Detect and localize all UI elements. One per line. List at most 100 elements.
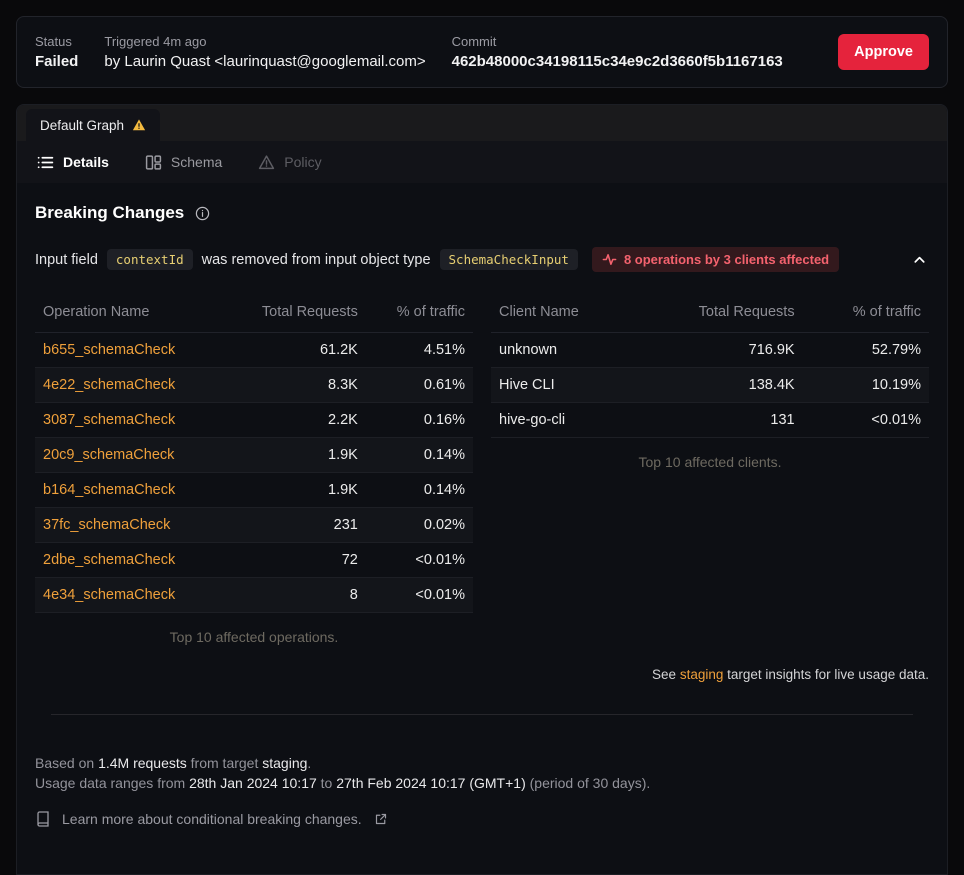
traffic-cell: <0.01% bbox=[365, 542, 473, 578]
commit-column: Commit 462b48000c34198115c34e9c2d3660f5b… bbox=[452, 34, 783, 70]
operation-link[interactable]: 4e22_schemaCheck bbox=[43, 377, 176, 393]
traffic-cell: 52.79% bbox=[802, 332, 929, 368]
requests-cell: 1.9K bbox=[223, 472, 366, 508]
tab-details[interactable]: Details bbox=[37, 154, 109, 171]
status-column: Status Failed bbox=[35, 34, 78, 70]
table-row: b655_schemaCheck 61.2K 4.51% bbox=[35, 332, 473, 368]
graph-tab-strip: Default Graph bbox=[17, 105, 947, 141]
traffic-cell: 0.61% bbox=[365, 367, 473, 403]
operation-link[interactable]: 2dbe_schemaCheck bbox=[43, 552, 176, 568]
page-title: Breaking Changes bbox=[35, 203, 185, 222]
table-row: Hive CLI 138.4K 10.19% bbox=[491, 367, 929, 403]
requests-cell: 72 bbox=[223, 542, 366, 578]
table-row: b164_schemaCheck 1.9K 0.14% bbox=[35, 472, 473, 508]
learn-more-label: Learn more about conditional breaking ch… bbox=[62, 811, 362, 827]
insights-suffix: target insights for live usage data. bbox=[723, 667, 929, 682]
based-on-line: Based on 1.4M requests from target stagi… bbox=[35, 753, 929, 773]
range-period: (period of 30 days). bbox=[525, 775, 651, 791]
operations-table-section: Operation Name Total Requests % of traff… bbox=[35, 298, 473, 645]
usage-range-line: Usage data ranges from 28th Jan 2024 10:… bbox=[35, 773, 929, 793]
info-icon[interactable] bbox=[195, 206, 210, 221]
col-operation-name: Operation Name bbox=[35, 298, 224, 333]
col-total-requests: Total Requests bbox=[634, 298, 803, 333]
change-text-prefix: Input field bbox=[35, 251, 98, 268]
client-name-cell: unknown bbox=[491, 332, 635, 368]
requests-cell: 8 bbox=[223, 577, 366, 613]
requests-cell: 138.4K bbox=[634, 367, 803, 403]
traffic-cell: 4.51% bbox=[365, 332, 473, 368]
status-value: Failed bbox=[35, 53, 79, 70]
affected-badge-label: 8 operations by 3 clients affected bbox=[623, 252, 830, 267]
divider bbox=[51, 714, 913, 715]
table-row: unknown 716.9K 52.79% bbox=[491, 332, 929, 368]
requests-cell: 231 bbox=[223, 507, 366, 543]
policy-warning-icon bbox=[258, 154, 275, 171]
range-prefix: Usage data ranges from bbox=[35, 775, 190, 791]
warning-icon bbox=[132, 118, 146, 132]
traffic-cell: 10.19% bbox=[802, 367, 929, 403]
tab-schema-label: Schema bbox=[170, 154, 223, 170]
traffic-cell: 0.02% bbox=[365, 507, 473, 543]
range-end-date: 27th Feb 2024 10:17 (GMT+1) bbox=[336, 775, 526, 791]
table-header-row: Operation Name Total Requests % of traff… bbox=[35, 298, 473, 333]
list-icon bbox=[37, 154, 54, 171]
traffic-cell: 0.16% bbox=[365, 402, 473, 438]
details-body: Breaking Changes Input field contextId w… bbox=[17, 183, 947, 851]
table-row: 3087_schemaCheck 2.2K 0.16% bbox=[35, 402, 473, 438]
table-header-row: Client Name Total Requests % of traffic bbox=[491, 298, 929, 333]
schema-panels-icon bbox=[145, 154, 162, 171]
operation-link[interactable]: b164_schemaCheck bbox=[43, 482, 176, 498]
clients-table-section: Client Name Total Requests % of traffic … bbox=[491, 298, 929, 645]
external-link-icon bbox=[375, 813, 387, 825]
target-name: staging bbox=[262, 755, 308, 771]
requests-cell: 2.2K bbox=[223, 402, 366, 438]
table-row: 4e22_schemaCheck 8.3K 0.61% bbox=[35, 367, 473, 403]
check-view-toolbar: Details Schema bbox=[17, 141, 947, 183]
tab-schema[interactable]: Schema bbox=[145, 154, 222, 171]
table-row: 2dbe_schemaCheck 72 <0.01% bbox=[35, 542, 473, 578]
table-row: hive-go-cli 131 <0.01% bbox=[491, 402, 929, 438]
change-text-middle: was removed from input object type bbox=[201, 251, 431, 268]
tab-default-graph[interactable]: Default Graph bbox=[26, 109, 161, 141]
graph-tab-label: Default Graph bbox=[40, 117, 125, 133]
affected-operations-badge: 8 operations by 3 clients affected bbox=[591, 247, 840, 272]
triggered-label: Triggered 4m ago bbox=[104, 34, 207, 49]
staging-target-link[interactable]: staging bbox=[679, 667, 724, 682]
operation-link[interactable]: 4e34_schemaCheck bbox=[43, 587, 176, 603]
operation-link[interactable]: b655_schemaCheck bbox=[43, 342, 176, 358]
requests-cell: 716.9K bbox=[634, 332, 803, 368]
insights-note: See staging target insights for live usa… bbox=[35, 667, 929, 682]
breaking-change-item: Input field contextId was removed from i… bbox=[35, 247, 929, 272]
tab-details-label: Details bbox=[63, 154, 109, 170]
book-icon bbox=[35, 811, 51, 827]
range-start-date: 28th Jan 2024 10:17 bbox=[189, 775, 317, 791]
traffic-cell: <0.01% bbox=[365, 577, 473, 613]
operation-link[interactable]: 20c9_schemaCheck bbox=[43, 447, 175, 463]
col-client-name: Client Name bbox=[491, 298, 635, 333]
collapse-chevron-icon[interactable] bbox=[910, 250, 929, 269]
clients-table-note: Top 10 affected clients. bbox=[638, 454, 782, 470]
status-label: Status bbox=[35, 34, 72, 49]
operation-link[interactable]: 37fc_schemaCheck bbox=[43, 517, 171, 533]
tab-policy-label: Policy bbox=[284, 154, 322, 170]
activity-pulse-icon bbox=[602, 252, 617, 267]
col-traffic: % of traffic bbox=[802, 298, 929, 333]
operation-link[interactable]: 3087_schemaCheck bbox=[43, 412, 176, 428]
table-row: 4e34_schemaCheck 8 <0.01% bbox=[35, 577, 473, 613]
requests-cell: 8.3K bbox=[223, 367, 366, 403]
usage-tables: Operation Name Total Requests % of traff… bbox=[35, 298, 929, 645]
table-row: 37fc_schemaCheck 231 0.02% bbox=[35, 507, 473, 543]
usage-summary: Based on 1.4M requests from target stagi… bbox=[35, 753, 929, 793]
learn-more-link[interactable]: Learn more about conditional breaking ch… bbox=[35, 811, 387, 827]
triggered-by: by Laurin Quast <laurinquast@googlemail.… bbox=[104, 53, 426, 70]
client-name-cell: Hive CLI bbox=[491, 367, 635, 403]
approve-button[interactable]: Approve bbox=[838, 34, 929, 70]
col-traffic: % of traffic bbox=[365, 298, 473, 333]
operations-table: Operation Name Total Requests % of traff… bbox=[35, 298, 473, 613]
col-total-requests: Total Requests bbox=[223, 298, 366, 333]
tab-policy[interactable]: Policy bbox=[258, 154, 322, 171]
triggered-column: Triggered 4m ago by Laurin Quast <laurin… bbox=[104, 34, 425, 70]
request-count: 1.4M requests bbox=[98, 755, 187, 771]
check-detail-card: Default Graph bbox=[16, 104, 948, 875]
